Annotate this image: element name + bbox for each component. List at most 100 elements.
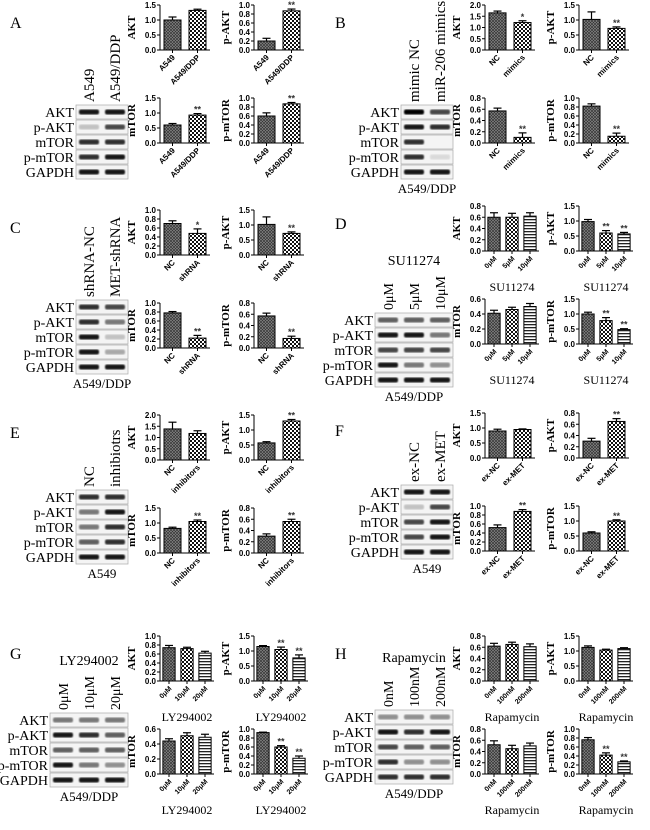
protein-band [404, 729, 424, 735]
panel-letter: B [335, 15, 346, 32]
blot-strip [75, 344, 129, 360]
blot-row-label: mTOR [9, 744, 48, 759]
y-tick-label: 0.5 [470, 35, 482, 44]
category-label: NC [487, 146, 502, 161]
protein-band [404, 347, 424, 353]
y-tick-label: 0.4 [470, 748, 482, 757]
bar [488, 12, 507, 51]
blot-row-label: AKT [45, 491, 74, 506]
protein-band [79, 747, 99, 753]
bar-chart-p-mtor: 0.0 0.2 0.4 0.6 0.8 p-mTOR NC ** shRNA [220, 299, 304, 376]
y-tick-label: 1.0 [564, 16, 576, 25]
y-tick-label: 0.0 [239, 344, 251, 353]
protein-band [378, 332, 398, 338]
y-tick-label: 1.5 [145, 94, 157, 103]
category-label: 0nM [484, 778, 499, 793]
significance-mark: ** [613, 18, 621, 28]
bar [617, 648, 631, 682]
y-tick-label: 2.0 [470, 1, 482, 10]
cell-line-label: A549/DDP [398, 181, 457, 196]
bar-chart-p-akt: 0.0 0.2 0.4 0.6 0.8 p-AKT ex-NC ** ex-MET [545, 409, 629, 488]
significance-mark: ** [613, 511, 621, 521]
y-tick-label: 0.4 [145, 659, 157, 668]
bar [274, 746, 288, 775]
y-tick-label: 0.2 [564, 130, 576, 139]
protein-band [105, 777, 125, 783]
bar [523, 306, 537, 345]
lane-label: MET-shRNA [108, 217, 124, 297]
protein-band [105, 349, 125, 355]
blot-strip [75, 104, 129, 120]
bar [188, 9, 207, 51]
y-tick-label: 1.0 [145, 16, 157, 25]
y-tick-label: 1.5 [564, 202, 576, 211]
category-label: 20μM [192, 778, 210, 796]
y-tick-label: 0.4 [470, 310, 482, 319]
bar [487, 744, 501, 775]
category-label: 0μM [484, 348, 499, 363]
protein-band [105, 509, 125, 515]
y-axis-label: mTOR [126, 513, 138, 547]
y-axis-label: p-mTOR [545, 98, 557, 142]
category-label: 10μM [268, 778, 286, 796]
cell-line-label: A549/DDP [73, 376, 132, 391]
y-tick-label: 1.0 [239, 221, 251, 230]
y-tick-label: 0.6 [239, 515, 251, 524]
y-axis-label: p-AKT [220, 420, 232, 454]
blot-row-label: GAPDH [26, 166, 74, 181]
y-tick-label: 0.0 [564, 454, 576, 463]
protein-band [430, 109, 450, 115]
blot-row-label: p-mTOR [349, 531, 400, 546]
blot-row-label: GAPDH [325, 374, 373, 389]
y-tick-label: 0.5 [145, 124, 157, 133]
category-label: NC [256, 556, 271, 571]
y-tick-label: 0.2 [145, 668, 157, 677]
y-tick-label: 0.2 [470, 666, 482, 675]
blot-strip [75, 549, 129, 565]
protein-band [378, 362, 398, 368]
category-label: NC [162, 351, 177, 366]
protein-band [378, 377, 398, 383]
protein-band [105, 732, 125, 738]
bar [163, 428, 182, 461]
category-label: 10μM [174, 685, 192, 703]
y-tick-label: 0.8 [470, 202, 482, 211]
y-tick-label: 1.5 [239, 411, 251, 420]
bar [513, 136, 532, 144]
bar [257, 442, 276, 461]
bar [162, 740, 176, 775]
y-tick-label: 0.6 [145, 725, 157, 734]
bar [257, 315, 276, 349]
bar [188, 232, 207, 256]
y-tick-label: 0.8 [470, 511, 482, 520]
bar [599, 320, 613, 345]
y-tick-label: 0.6 [470, 643, 482, 652]
y-tick-label: 0.2 [470, 759, 482, 768]
panel-letter: C [10, 220, 21, 237]
protein-band [79, 154, 99, 160]
y-tick-label: 0.4 [145, 740, 157, 749]
protein-band [79, 364, 99, 370]
y-tick-label: 0.4 [239, 322, 251, 331]
lane-label: ex-NC [407, 442, 423, 482]
category-label: 0nM [578, 685, 593, 700]
blot-strip [400, 529, 454, 545]
category-label: NC [162, 258, 177, 273]
y-tick-label: 0.4 [470, 225, 482, 234]
category-label: A549 [157, 146, 177, 166]
bar-chart-akt: 0.00.20.40.60.81.0 AKT NC * shRNA [126, 206, 210, 283]
bar [488, 110, 507, 144]
blot-row-label: p-mTOR [24, 536, 75, 551]
y-axis-label: AKT [451, 15, 463, 40]
protein-band [430, 759, 450, 765]
bar [599, 232, 613, 252]
y-axis-label: mTOR [451, 511, 463, 545]
significance-mark: ** [519, 124, 527, 134]
y-axis-label: p-mTOR [220, 98, 232, 142]
y-tick-label: 0.8 [470, 632, 482, 641]
y-axis-label: AKT [451, 646, 463, 671]
x-axis-label: SU11274 [490, 280, 535, 294]
bar [581, 221, 595, 252]
